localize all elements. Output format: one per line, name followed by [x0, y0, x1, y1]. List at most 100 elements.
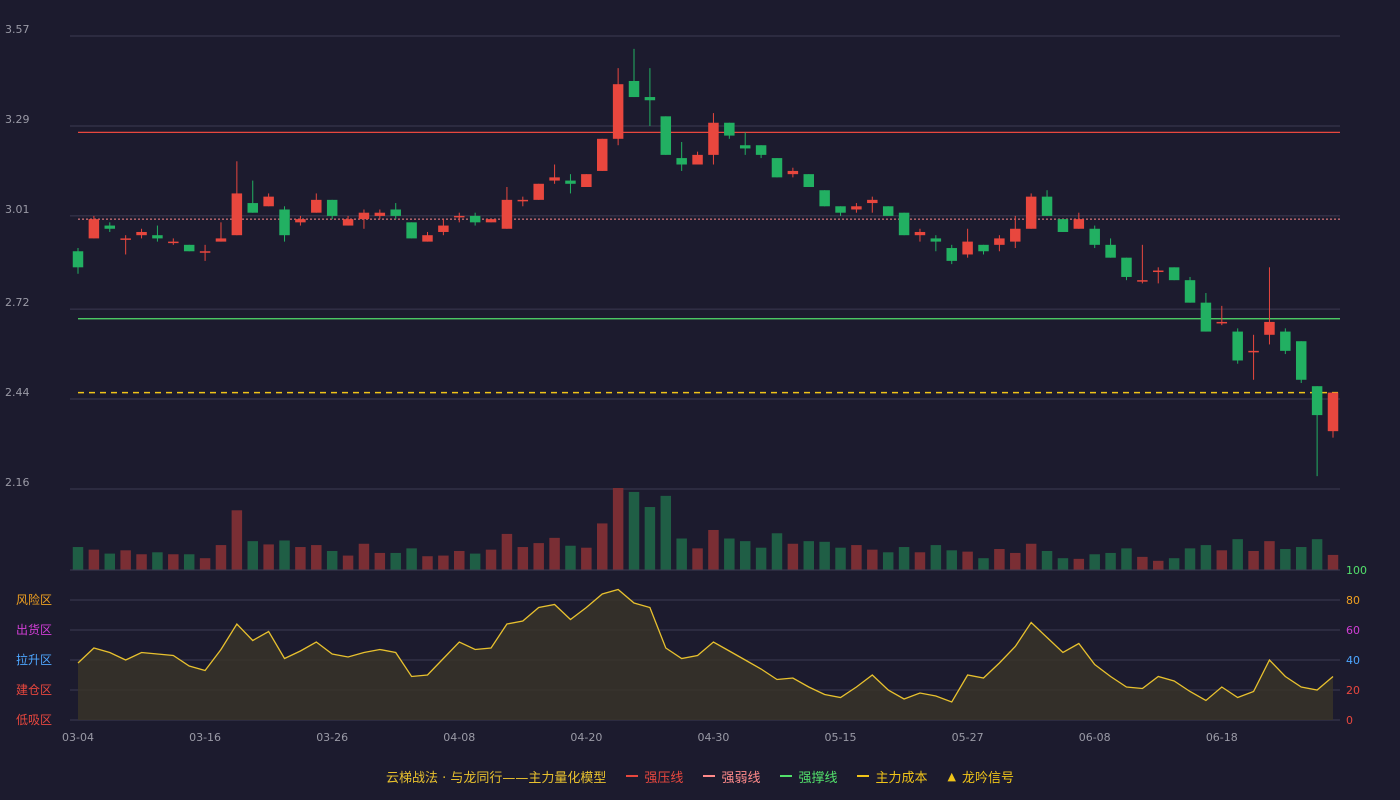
volume-bar	[724, 538, 735, 570]
legend-item-weak[interactable]: 强弱线	[703, 767, 760, 786]
support-line-swatch	[780, 775, 793, 777]
price-tick-label: 3.01	[5, 203, 30, 216]
candle-body	[1137, 280, 1148, 282]
x-tick-label: 03-04	[62, 731, 94, 744]
legend-item-resistance[interactable]: 强压线	[626, 767, 683, 786]
candle-body	[454, 215, 465, 218]
candle-body	[1327, 392, 1339, 432]
resistance-line-swatch	[626, 775, 639, 777]
candle-body	[962, 241, 973, 255]
candle-body	[104, 225, 116, 229]
price-tick-label: 2.72	[5, 296, 30, 309]
volume-bar	[406, 548, 417, 570]
volume-bar	[708, 529, 719, 570]
volume-bar	[692, 548, 703, 570]
indicator-tick-label: 0	[1346, 714, 1353, 727]
legend-item-support[interactable]: 强撑线	[780, 767, 837, 786]
price-tick-label: 3.29	[5, 113, 30, 126]
candle-body	[787, 170, 799, 175]
candle-body	[1073, 219, 1085, 229]
volume-bar	[183, 554, 195, 570]
volume-bar	[1010, 552, 1021, 570]
volume-bar	[882, 552, 894, 570]
x-tick-label: 03-16	[189, 731, 221, 744]
indicator-tick-label: 40	[1346, 654, 1360, 667]
volume-bar	[533, 543, 544, 570]
candle-body	[279, 209, 290, 236]
volume-bar	[120, 550, 131, 570]
volume-bar	[1089, 554, 1100, 570]
candle-body	[199, 251, 211, 253]
volume-bar	[88, 549, 100, 570]
legend-item-cost[interactable]: 主力成本	[857, 767, 927, 786]
volume-bar	[199, 558, 211, 570]
zone-label: 出货区	[16, 622, 52, 637]
candle-body	[438, 225, 449, 232]
candle-body	[1295, 341, 1307, 380]
zone-label: 建仓区	[16, 683, 52, 697]
candle-body	[88, 219, 100, 239]
candle-body	[247, 203, 258, 213]
candle-body	[549, 177, 560, 181]
legend-title: 云梯战法 · 与龙同行——主力量化模型	[386, 770, 607, 786]
volume-bar	[231, 510, 243, 570]
volume-bar	[1232, 539, 1243, 570]
candle-body	[612, 84, 624, 139]
candle-body	[755, 145, 767, 155]
volume-bar	[326, 550, 338, 570]
volume-bar	[596, 523, 608, 570]
candle-body	[485, 219, 497, 223]
volume-bar	[835, 547, 846, 570]
candle-body	[1010, 228, 1021, 242]
zone-label: 拉升区	[16, 652, 52, 667]
candle-body	[724, 122, 735, 136]
volume-bar	[644, 507, 656, 570]
candle-body	[1280, 331, 1291, 351]
zone-label: 低吸区	[16, 713, 52, 727]
candle-body	[978, 244, 989, 252]
volume-bar	[168, 554, 179, 570]
x-tick-label: 04-08	[443, 731, 475, 744]
volume-bar	[628, 491, 640, 570]
volume-bar	[454, 550, 465, 570]
volume-bar	[390, 552, 401, 570]
candle-body	[1311, 386, 1323, 416]
volume-bar	[819, 541, 830, 570]
candle-body	[708, 122, 719, 155]
candle-body	[215, 238, 227, 242]
volume-bar	[295, 547, 306, 570]
candle-body	[867, 199, 878, 204]
volume-bar	[1264, 541, 1275, 570]
volume-bar	[962, 551, 973, 570]
candle-body	[1184, 280, 1196, 303]
volume-bar	[1073, 558, 1085, 570]
volume-bar	[469, 553, 481, 570]
x-tick-label: 06-08	[1079, 731, 1111, 744]
volume-bar	[247, 541, 258, 570]
volume-bar	[438, 555, 449, 570]
volume-bar	[851, 545, 862, 570]
price-tick-label: 2.16	[5, 476, 30, 489]
volume-bar	[739, 541, 751, 570]
volume-bar	[136, 554, 147, 570]
candle-body	[358, 212, 370, 220]
volume-bar	[1327, 554, 1339, 570]
volume-bar	[485, 549, 497, 570]
candle-body	[1153, 270, 1164, 273]
candle-body	[311, 199, 322, 213]
volume-bar	[1311, 539, 1323, 570]
x-tick-label: 04-20	[570, 731, 602, 744]
indicator-tick-label: 60	[1346, 624, 1360, 637]
candle-body	[644, 97, 656, 101]
candlestick-chart: 3.57 3.29 3.01 2.72 2.44 2.16 0 20 40 60 80 100 风险区出…	[5, 23, 1367, 744]
candle-body	[72, 251, 84, 268]
legend-item-signal[interactable]: ▲ 龙吟信号	[947, 769, 1014, 786]
volume-bar	[104, 553, 116, 570]
candle-body	[1200, 302, 1212, 332]
candle-body	[581, 174, 592, 187]
candle-body	[851, 206, 862, 210]
volume-bar	[930, 545, 942, 570]
volume-bar	[1025, 543, 1037, 570]
candle-body	[136, 231, 147, 236]
volume-bar	[342, 555, 354, 570]
